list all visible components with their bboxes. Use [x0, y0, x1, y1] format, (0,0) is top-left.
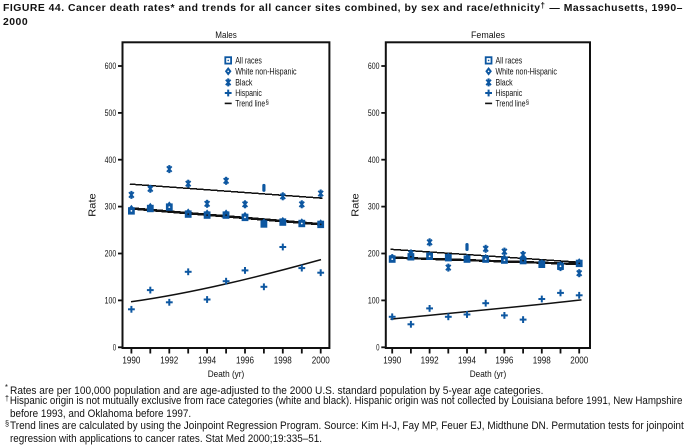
svg-text:Females: Females [471, 30, 505, 40]
svg-text:Males: Males [215, 30, 237, 40]
svg-text:Rate: Rate [351, 193, 362, 217]
svg-text:Black: Black [496, 78, 514, 88]
svg-text:1992: 1992 [421, 355, 439, 366]
svg-text:§: § [526, 100, 529, 106]
svg-text:300: 300 [105, 202, 117, 212]
svg-text:1996: 1996 [236, 355, 254, 366]
svg-text:White non-Hispanic: White non-Hispanic [235, 66, 297, 76]
svg-text:Rate: Rate [87, 193, 98, 217]
svg-text:1998: 1998 [533, 355, 551, 366]
svg-text:1992: 1992 [160, 355, 178, 366]
svg-text:Hispanic: Hispanic [496, 88, 523, 98]
svg-text:200: 200 [105, 249, 117, 259]
svg-text:600: 600 [105, 61, 117, 71]
svg-text:400: 400 [105, 155, 117, 165]
svg-text:Death (yr): Death (yr) [208, 369, 245, 380]
svg-text:300: 300 [368, 202, 380, 212]
svg-text:§: § [266, 100, 269, 106]
svg-text:500: 500 [105, 108, 117, 118]
svg-text:0: 0 [113, 342, 116, 352]
svg-text:1994: 1994 [198, 355, 216, 366]
svg-text:1990: 1990 [383, 355, 401, 366]
svg-text:200: 200 [368, 249, 380, 259]
svg-text:2000: 2000 [570, 355, 588, 366]
svg-text:400: 400 [368, 155, 380, 165]
svg-text:500: 500 [368, 108, 380, 118]
svg-text:Hispanic: Hispanic [235, 88, 262, 98]
svg-text:1994: 1994 [458, 355, 476, 366]
svg-text:600: 600 [368, 61, 380, 71]
svg-text:1996: 1996 [495, 355, 513, 366]
svg-text:1990: 1990 [122, 355, 140, 366]
svg-text:Black: Black [235, 78, 253, 88]
svg-text:All races: All races [235, 56, 262, 66]
svg-text:100: 100 [368, 296, 380, 306]
svg-text:Trend line: Trend line [496, 99, 526, 109]
svg-text:0: 0 [376, 342, 379, 352]
svg-text:Death (yr): Death (yr) [470, 369, 507, 380]
svg-text:1998: 1998 [274, 355, 292, 366]
svg-text:All races: All races [496, 56, 523, 66]
svg-text:2000: 2000 [312, 355, 330, 366]
svg-text:Trend line: Trend line [235, 99, 265, 109]
svg-text:100: 100 [105, 296, 117, 306]
svg-text:White non-Hispanic: White non-Hispanic [496, 66, 558, 76]
